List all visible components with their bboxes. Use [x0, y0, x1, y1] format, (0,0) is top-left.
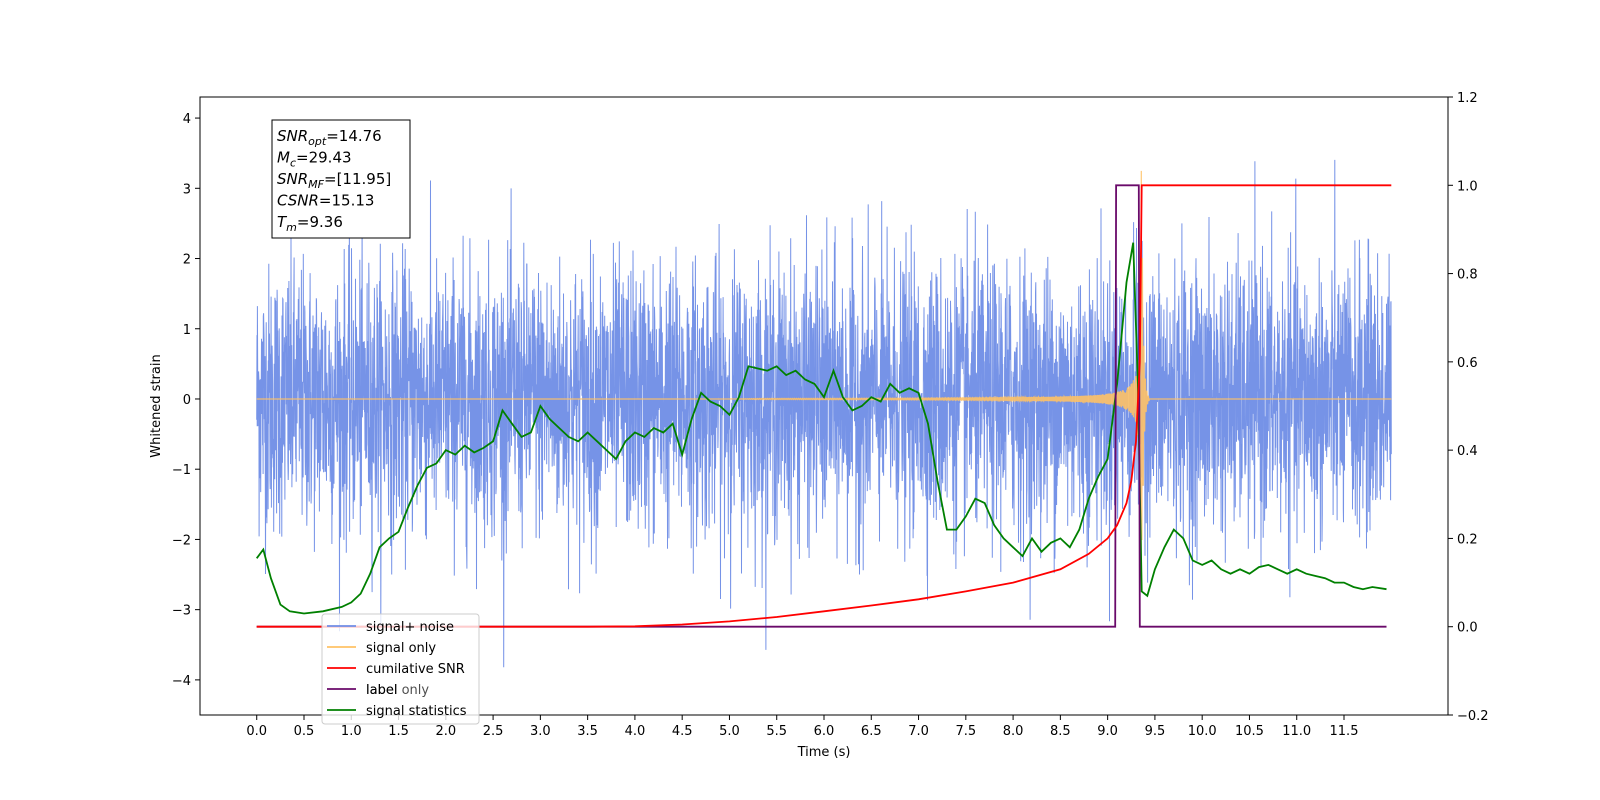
y2-tick-label: 1.2 — [1457, 91, 1478, 106]
y-tick-label: −3 — [172, 604, 191, 619]
x-tick-label: 9.5 — [1145, 724, 1166, 739]
legend-entry-label: label — [366, 683, 397, 698]
x-tick-label: 1.5 — [388, 724, 409, 739]
y-tick-label: −1 — [172, 463, 191, 478]
x-tick-label: 1.0 — [341, 724, 362, 739]
y2-tick-label: −0.2 — [1457, 709, 1489, 724]
axes: 0.0 0.5 1.0 1.5 2.0 2.5 3.0 3.5 4.0 4.5 5.0 5.5 6.0 6… — [172, 91, 1489, 739]
x-tick-label: 10.0 — [1188, 724, 1217, 739]
info-line-symbol: T — [277, 213, 288, 231]
info-line-subscript: c — [290, 157, 296, 170]
info-line: SNRopt=14.76 — [277, 127, 382, 148]
x-tick-label: 0.5 — [294, 724, 315, 739]
info-line-value: =15.13 — [319, 192, 375, 210]
y2-tick-label: 0.8 — [1457, 268, 1478, 283]
legend: signal+ noise signal only cumilative SNR la… — [321, 613, 480, 725]
info-line-symbol: M — [277, 149, 290, 167]
x-tick-label: 3.0 — [530, 724, 551, 739]
x-tick-label: 11.0 — [1282, 724, 1311, 739]
legend-hidden-text: label only — [366, 683, 429, 698]
x-tick-label: 11.5 — [1330, 724, 1359, 739]
y-tick-label: 2 — [183, 253, 191, 268]
info-box-frame — [271, 119, 411, 239]
y-tick-label: −4 — [172, 674, 191, 689]
y2-tick-label: 0.6 — [1457, 356, 1478, 371]
info-line: Tm=9.36 — [277, 213, 343, 234]
info-line-subscript: MF — [308, 178, 324, 191]
series-signal-only-line — [256, 170, 1392, 558]
x-tick-label: 6.5 — [861, 724, 882, 739]
info-box-lines: SNRopt=14.76Mc=29.43SNRMF=[11.95]CSNR=15… — [277, 127, 391, 234]
info-line: Mc=29.43 — [277, 149, 352, 170]
x-tick-label: 2.0 — [435, 724, 456, 739]
series-signal-noise-line — [256, 159, 1392, 668]
legend-entry-label: cumilative SNR — [366, 662, 465, 677]
x-tick-label: 5.5 — [766, 724, 787, 739]
info-line: CSNR=15.13 — [277, 192, 374, 210]
y-tick-label: 0 — [183, 393, 191, 408]
series-label-line — [256, 184, 1387, 628]
info-line-value: =14.76 — [326, 127, 382, 145]
legend-entry-label: signal only — [366, 641, 436, 656]
y-tick-label: 1 — [183, 323, 191, 338]
plot-area — [255, 159, 1392, 668]
x-tick-label: 9.0 — [1097, 724, 1118, 739]
info-box: SNRopt=14.76Mc=29.43SNRMF=[11.95]CSNR=15… — [271, 119, 411, 239]
info-line-value: =9.36 — [297, 213, 343, 231]
y-tick-label: 3 — [183, 182, 191, 197]
x-tick-label: 3.5 — [577, 724, 598, 739]
x-tick-label: 0.0 — [246, 724, 267, 739]
y-tick-label: 4 — [183, 112, 191, 127]
info-line-symbol: SNR — [277, 127, 308, 145]
info-line-symbol: CSNR — [277, 192, 319, 210]
x-tick-label: 8.5 — [1050, 724, 1071, 739]
y2-tick-label: 1.0 — [1457, 179, 1478, 194]
info-line-symbol: SNR — [277, 170, 308, 188]
series-cumulative-snr-line — [256, 184, 1392, 628]
x-tick-label: 8.0 — [1003, 724, 1024, 739]
y-tick-label: −2 — [172, 533, 191, 548]
info-line-subscript: m — [286, 221, 297, 234]
x-tick-label: 10.5 — [1235, 724, 1264, 739]
x-tick-label: 4.5 — [672, 724, 693, 739]
x-tick-label: 2.5 — [483, 724, 504, 739]
legend-entry-label: signal+ noise — [366, 620, 454, 635]
info-line: SNRMF=[11.95] — [277, 170, 391, 191]
x-tick-label: 6.0 — [814, 724, 835, 739]
x-tick-label: 7.0 — [908, 724, 929, 739]
legend-frame — [321, 613, 480, 725]
legend-entry-label: signal statistics — [366, 704, 467, 719]
x-tick-label: 4.0 — [625, 724, 646, 739]
y2-tick-label: 0.0 — [1457, 621, 1478, 636]
x-tick-label: 5.0 — [719, 724, 740, 739]
y2-tick-label: 0.4 — [1457, 444, 1478, 459]
series-signal-statistics-line — [255, 242, 1387, 615]
info-line-value: =[11.95] — [324, 170, 391, 188]
info-line-subscript: opt — [308, 135, 327, 148]
y-axis-label: Whitened strain — [149, 354, 164, 457]
x-axis-label: Time (s) — [797, 745, 851, 760]
x-tick-label: 7.5 — [955, 724, 976, 739]
y2-tick-label: 0.2 — [1457, 532, 1478, 547]
info-line-value: =29.43 — [296, 149, 352, 167]
